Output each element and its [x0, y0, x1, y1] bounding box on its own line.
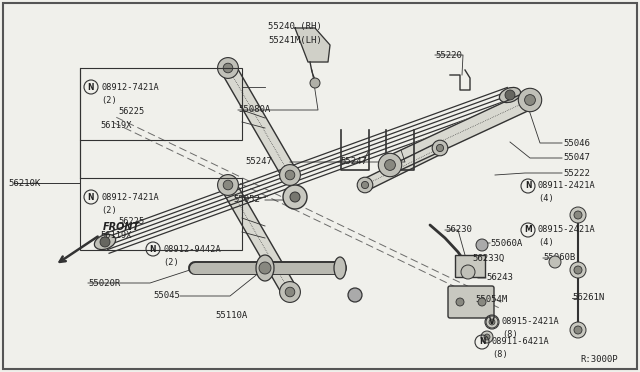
- Text: N: N: [479, 337, 485, 346]
- Text: M: M: [524, 225, 532, 234]
- Circle shape: [476, 239, 488, 251]
- Text: 56243: 56243: [486, 273, 513, 282]
- Text: (4): (4): [538, 195, 554, 203]
- Circle shape: [285, 170, 295, 180]
- Circle shape: [574, 211, 582, 219]
- Circle shape: [280, 282, 300, 302]
- Text: 55247: 55247: [245, 157, 272, 167]
- Text: 08915-2421A: 08915-2421A: [502, 317, 560, 327]
- Text: 55060A: 55060A: [490, 238, 522, 247]
- Circle shape: [484, 334, 490, 340]
- Bar: [80, 68, 242, 140]
- Text: 56210K: 56210K: [8, 179, 40, 187]
- Circle shape: [489, 319, 495, 325]
- Circle shape: [456, 298, 464, 306]
- Circle shape: [505, 90, 515, 100]
- Text: (2): (2): [101, 205, 116, 215]
- Text: (8): (8): [492, 350, 508, 359]
- Text: 08912-7421A: 08912-7421A: [101, 192, 159, 202]
- Text: 56225: 56225: [118, 218, 144, 227]
- Text: R:3000P: R:3000P: [580, 356, 618, 365]
- Text: (2): (2): [101, 96, 116, 105]
- Ellipse shape: [256, 255, 274, 281]
- Circle shape: [385, 160, 396, 170]
- Polygon shape: [295, 28, 330, 62]
- FancyBboxPatch shape: [448, 286, 494, 318]
- Text: FRONT: FRONT: [103, 222, 140, 232]
- Text: 55110A: 55110A: [215, 311, 247, 320]
- Text: N: N: [88, 192, 94, 202]
- Text: N: N: [88, 83, 94, 92]
- Circle shape: [574, 266, 582, 274]
- Circle shape: [570, 207, 586, 223]
- Ellipse shape: [94, 234, 116, 250]
- Polygon shape: [386, 92, 534, 173]
- Text: 55080A: 55080A: [238, 106, 270, 115]
- Circle shape: [218, 58, 239, 78]
- Circle shape: [259, 262, 271, 274]
- Circle shape: [280, 164, 300, 185]
- Circle shape: [223, 63, 233, 73]
- Polygon shape: [362, 142, 443, 190]
- Text: (8): (8): [502, 330, 518, 340]
- Text: 08912-7421A: 08912-7421A: [101, 83, 159, 92]
- Text: (4): (4): [538, 238, 554, 247]
- Circle shape: [574, 326, 582, 334]
- Circle shape: [486, 316, 498, 328]
- Circle shape: [218, 174, 239, 195]
- Circle shape: [310, 78, 320, 88]
- Circle shape: [283, 185, 307, 209]
- Text: V: V: [489, 317, 495, 327]
- Circle shape: [290, 192, 300, 202]
- Text: 55046: 55046: [563, 138, 590, 148]
- Circle shape: [570, 322, 586, 338]
- Circle shape: [285, 287, 295, 297]
- Text: 55052: 55052: [233, 196, 260, 205]
- Text: 55247: 55247: [340, 157, 367, 167]
- Text: 55045: 55045: [153, 292, 180, 301]
- Circle shape: [518, 88, 541, 112]
- Circle shape: [481, 331, 493, 343]
- Circle shape: [436, 144, 444, 152]
- Ellipse shape: [334, 257, 346, 279]
- Text: 55020R: 55020R: [88, 279, 120, 288]
- Bar: [80, 178, 242, 250]
- Text: N: N: [525, 182, 531, 190]
- Circle shape: [549, 256, 561, 268]
- Circle shape: [432, 140, 448, 156]
- Text: 55241M(LH): 55241M(LH): [268, 35, 322, 45]
- Text: 55060B: 55060B: [543, 253, 575, 263]
- Text: 56119X: 56119X: [100, 231, 131, 240]
- Text: 55240 (RH): 55240 (RH): [268, 22, 322, 32]
- Text: (2): (2): [163, 257, 179, 266]
- Circle shape: [223, 180, 233, 190]
- Circle shape: [525, 94, 536, 105]
- Text: N: N: [150, 244, 156, 253]
- Circle shape: [357, 177, 372, 193]
- Text: 55054M: 55054M: [475, 295, 508, 305]
- Circle shape: [362, 182, 369, 189]
- Text: 56225: 56225: [118, 108, 144, 116]
- Circle shape: [461, 265, 475, 279]
- Text: 56119X: 56119X: [100, 121, 131, 129]
- Polygon shape: [221, 64, 297, 179]
- Circle shape: [378, 153, 402, 177]
- Text: 56230: 56230: [445, 225, 472, 234]
- Text: 55222: 55222: [563, 169, 590, 177]
- Text: 55220: 55220: [435, 51, 462, 60]
- Ellipse shape: [499, 87, 520, 103]
- Text: 08911-6421A: 08911-6421A: [492, 337, 550, 346]
- Text: 08915-2421A: 08915-2421A: [538, 225, 596, 234]
- Bar: [455, 255, 485, 277]
- Text: 55047: 55047: [563, 154, 590, 163]
- Text: 08912-9442A: 08912-9442A: [163, 244, 221, 253]
- Text: 56233Q: 56233Q: [472, 253, 504, 263]
- Ellipse shape: [348, 288, 362, 302]
- Text: 08911-2421A: 08911-2421A: [538, 182, 596, 190]
- Text: 56261N: 56261N: [572, 294, 604, 302]
- Circle shape: [478, 298, 486, 306]
- Polygon shape: [221, 181, 297, 296]
- Circle shape: [100, 237, 110, 247]
- Circle shape: [570, 262, 586, 278]
